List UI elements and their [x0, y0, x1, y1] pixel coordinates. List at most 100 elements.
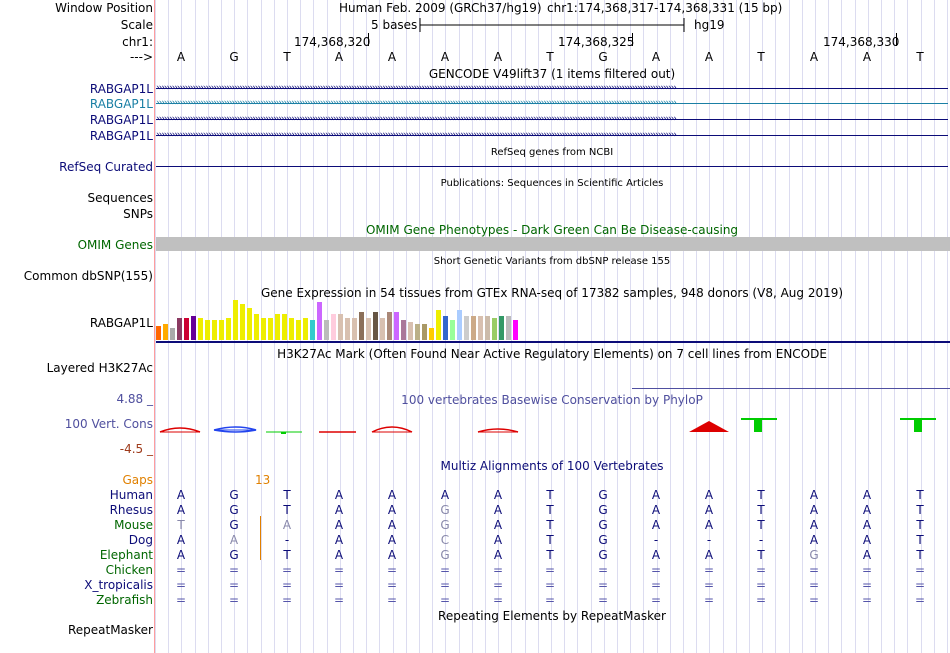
phylop-track[interactable]	[156, 412, 950, 442]
gtex-tissue-bar[interactable]	[450, 320, 455, 340]
gtex-tissue-bar[interactable]	[198, 318, 203, 340]
gtex-tissue-bar[interactable]	[506, 316, 511, 340]
gtex-tissue-bar[interactable]	[436, 310, 441, 340]
gtex-tissue-bar[interactable]	[408, 322, 413, 340]
gene-label[interactable]: RABGAP1L	[89, 113, 153, 127]
dbsnp-track-title[interactable]: Short Genetic Variants from dbSNP releas…	[433, 256, 671, 267]
grid-line	[736, 0, 737, 653]
phylop-track-title[interactable]: 100 vertebrates Basewise Conservation by…	[401, 393, 703, 407]
grid-line	[921, 0, 922, 653]
gtex-tissue-bar[interactable]	[429, 328, 434, 340]
gtex-tissue-bar[interactable]	[415, 324, 420, 340]
species-label[interactable]: Chicken	[105, 563, 153, 577]
gtex-tissue-bar[interactable]	[352, 318, 357, 340]
gtex-tissue-bar[interactable]	[373, 312, 378, 340]
repeatmasker-label[interactable]: RepeatMasker	[67, 623, 153, 637]
gtex-tissue-bar[interactable]	[513, 320, 518, 340]
publications-track-title[interactable]: Publications: Sequences in Scientific Ar…	[440, 178, 664, 189]
gtex-tissue-bar[interactable]	[485, 316, 490, 340]
gtex-tissue-bar[interactable]	[380, 318, 385, 340]
gene-intron-line[interactable]	[156, 135, 948, 136]
gtex-tissue-bar[interactable]	[457, 310, 462, 340]
h3k27ac-label[interactable]: Layered H3K27Ac	[46, 361, 153, 375]
gtex-tissue-bar[interactable]	[310, 320, 315, 340]
gene-intron-line[interactable]	[156, 119, 948, 120]
gtex-tissue-bar[interactable]	[478, 316, 483, 340]
repeatmasker-track-title[interactable]: Repeating Elements by RepeatMasker	[438, 609, 666, 623]
snps-label[interactable]: SNPs	[123, 207, 153, 221]
gtex-tissue-bar[interactable]	[205, 320, 210, 340]
h3k27ac-track-title[interactable]: H3K27Ac Mark (Often Found Near Active Re…	[277, 347, 827, 361]
refseq-track-title[interactable]: RefSeq genes from NCBI	[490, 147, 614, 158]
species-label[interactable]: Dog	[128, 533, 153, 547]
gtex-tissue-bar[interactable]	[212, 320, 217, 340]
gtex-tissue-bar[interactable]	[289, 318, 294, 340]
gtex-tissue-bar[interactable]	[366, 318, 371, 340]
gene-label[interactable]: RABGAP1L	[89, 129, 153, 143]
gtex-tissue-bar[interactable]	[261, 318, 266, 340]
gtex-tissue-bar[interactable]	[226, 318, 231, 340]
gtex-tissue-bar[interactable]	[387, 312, 392, 340]
species-label[interactable]: Human	[109, 488, 153, 502]
window-position-label: Window Position	[55, 1, 153, 15]
alignment-base: A	[651, 518, 661, 532]
gtex-track-title[interactable]: Gene Expression in 54 tissues from GTEx …	[260, 286, 844, 300]
gtex-tissue-bar[interactable]	[219, 320, 224, 340]
gtex-tissue-bar[interactable]	[401, 320, 406, 340]
gtex-tissue-bar[interactable]	[359, 312, 364, 340]
gtex-tissue-bar[interactable]	[317, 302, 322, 340]
gtex-tissue-bar[interactable]	[240, 304, 245, 340]
gtex-tissue-bar[interactable]	[184, 318, 189, 340]
gtex-tissue-bar[interactable]	[443, 316, 448, 340]
gtex-tissue-bar[interactable]	[422, 324, 427, 340]
omim-gene-bar[interactable]	[156, 237, 950, 251]
gtex-tissue-bar[interactable]	[394, 312, 399, 340]
gtex-tissue-bar[interactable]	[499, 316, 504, 340]
gtex-tissue-bar[interactable]	[324, 320, 329, 340]
gtex-tissue-bar[interactable]	[492, 318, 497, 340]
gtex-tissue-bar[interactable]	[345, 318, 350, 340]
gtex-tissue-bar[interactable]	[268, 318, 273, 340]
gtex-tissue-bar[interactable]	[247, 308, 252, 340]
gtex-tissue-bar[interactable]	[233, 300, 238, 340]
grid-line	[577, 0, 578, 653]
gtex-tissue-bar[interactable]	[170, 328, 175, 340]
gtex-tissue-bar[interactable]	[156, 326, 161, 340]
gtex-tissue-bar[interactable]	[471, 316, 476, 340]
gtex-tissue-bar[interactable]	[303, 318, 308, 340]
gene-intron-line[interactable]	[156, 103, 948, 104]
common-dbsnp-label[interactable]: Common dbSNP(155)	[23, 269, 153, 283]
gene-label[interactable]: RABGAP1L	[89, 82, 153, 96]
sequences-label[interactable]: Sequences	[87, 191, 153, 205]
gtex-tissue-bar[interactable]	[282, 314, 287, 340]
gtex-tissue-bar[interactable]	[338, 314, 343, 340]
gencode-track-title[interactable]: GENCODE V49lift37 (1 items filtered out)	[428, 67, 676, 81]
gene-intron-line[interactable]	[156, 88, 948, 89]
window-position-value[interactable]: chr1:174,368,317-174,368,331 (15 bp)	[547, 1, 783, 15]
gene-label[interactable]: RABGAP1L	[89, 97, 153, 111]
species-label[interactable]: Elephant	[99, 548, 153, 562]
gtex-gene-label[interactable]: RABGAP1L	[89, 316, 153, 330]
gaps-label[interactable]: Gaps	[122, 473, 153, 487]
multiz-track-title[interactable]: Multiz Alignments of 100 Vertebrates	[440, 459, 664, 473]
refseq-label[interactable]: RefSeq Curated	[59, 160, 153, 174]
omim-track-title[interactable]: OMIM Gene Phenotypes - Dark Green Can Be…	[365, 223, 739, 237]
gtex-tissue-bar[interactable]	[296, 320, 301, 340]
gtex-tissue-bar[interactable]	[331, 314, 336, 340]
omim-label[interactable]: OMIM Genes	[77, 238, 153, 252]
refseq-gene-line[interactable]	[156, 166, 948, 167]
gtex-tissue-bar[interactable]	[254, 314, 259, 340]
alignment-base: =	[544, 578, 556, 592]
gtex-tissue-bar[interactable]	[464, 316, 469, 340]
gtex-tissue-bar[interactable]	[191, 316, 196, 340]
alignment-base: A	[387, 503, 397, 517]
grid-line	[525, 0, 526, 653]
species-label[interactable]: Rhesus	[109, 503, 153, 517]
species-label[interactable]: Mouse	[114, 518, 153, 532]
gtex-tissue-bar[interactable]	[177, 318, 182, 340]
cons-label[interactable]: 100 Vert. Cons	[64, 417, 153, 431]
species-label[interactable]: Zebrafish	[96, 593, 153, 607]
gtex-tissue-bar[interactable]	[275, 314, 280, 340]
gtex-tissue-bar[interactable]	[163, 324, 168, 340]
species-label[interactable]: X_tropicalis	[84, 578, 153, 592]
